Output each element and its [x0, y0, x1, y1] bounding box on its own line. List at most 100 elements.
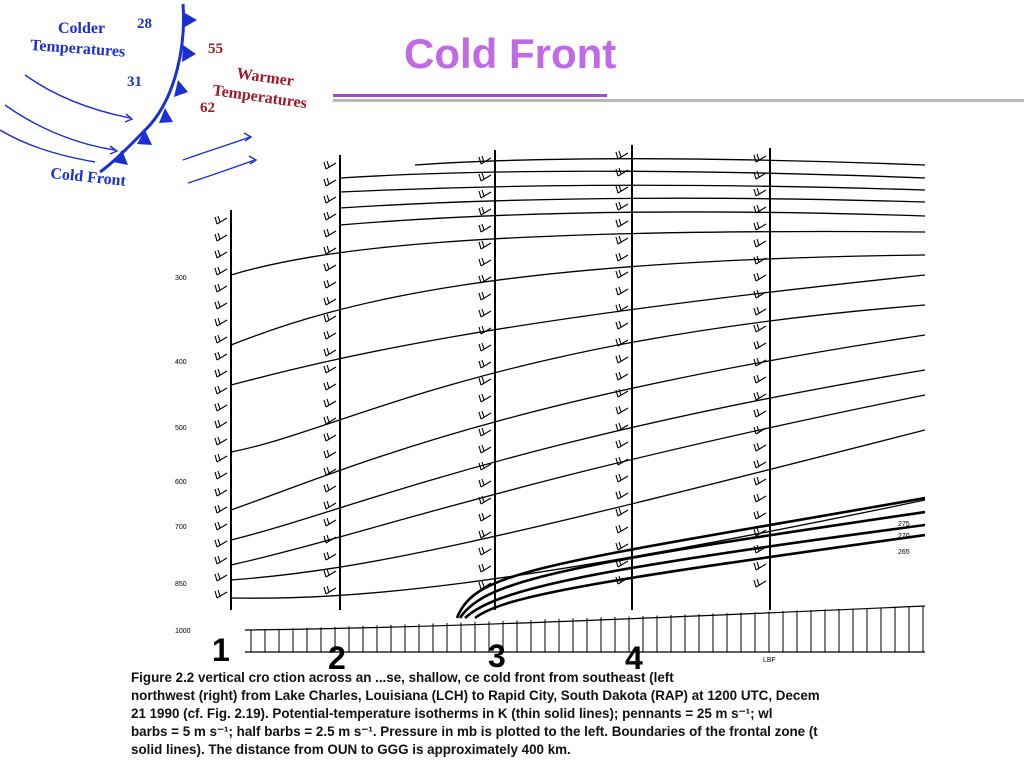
- wind-barb: [479, 547, 491, 555]
- wind-barb: [616, 406, 628, 414]
- wind-barb: [215, 403, 227, 411]
- wind-barb: [479, 530, 491, 538]
- wind-barb: [324, 212, 336, 220]
- wind-barb: [754, 443, 766, 451]
- wind-barb: [215, 505, 227, 513]
- wind-barb: [479, 445, 491, 453]
- isotherm-label: 265: [898, 549, 910, 556]
- wind-barb: [479, 190, 491, 198]
- wind-barb: [324, 331, 336, 339]
- wind-barb: [754, 460, 766, 468]
- wind-barb: [215, 488, 227, 496]
- wind-barb: [616, 372, 628, 380]
- warmer-temperatures-label: Temperatures: [211, 82, 308, 112]
- wind-barb: [324, 501, 336, 509]
- wind-barb: [754, 222, 766, 230]
- pressure-label: 850: [175, 581, 187, 588]
- wind-barb: [324, 365, 336, 373]
- wind-barb: [324, 552, 336, 560]
- wind-barb: [616, 508, 628, 516]
- cold-front-label: Cold Front: [50, 165, 128, 190]
- wind-barb: [215, 437, 227, 445]
- wind-barb: [616, 542, 628, 550]
- wind-barb: [479, 377, 491, 385]
- wind-barb: [215, 454, 227, 462]
- colder-temperatures-label: Temperatures: [30, 37, 126, 61]
- wind-barb: [754, 188, 766, 196]
- wind-barb: [754, 307, 766, 315]
- wind-barb: [215, 539, 227, 547]
- isotherm: [231, 232, 925, 275]
- wind-barb: [324, 450, 336, 458]
- wind-barb: [754, 579, 766, 587]
- wind-barb: [324, 569, 336, 577]
- isotherm: [231, 370, 925, 540]
- slide-title: Cold Front: [404, 30, 616, 78]
- pressure-label: 500: [175, 425, 187, 432]
- ground-surface: [245, 606, 925, 652]
- cold-air-arrows: [0, 75, 132, 162]
- pressure-label: 300: [175, 275, 187, 282]
- wind-barb: [324, 178, 336, 186]
- wind-barb: [754, 511, 766, 519]
- wind-barb: [616, 287, 628, 295]
- wind-barb: [616, 253, 628, 261]
- station-number-1: 1: [212, 632, 230, 669]
- wind-barb: [324, 586, 336, 594]
- wind-barb: [754, 562, 766, 570]
- wind-barb: [754, 239, 766, 247]
- wind-barb: [215, 471, 227, 479]
- terrain-surface: [245, 606, 925, 630]
- isotherm-label: 270: [898, 533, 910, 540]
- wind-barb: [324, 246, 336, 254]
- wind-barb: [215, 556, 227, 564]
- wind-barb: [616, 474, 628, 482]
- isotherm: [231, 305, 925, 452]
- isotherm-labels: 275270265: [898, 521, 910, 556]
- wind-barb: [754, 324, 766, 332]
- wind-barb: [616, 491, 628, 499]
- wind-barb: [616, 151, 628, 159]
- wind-barb: [479, 309, 491, 317]
- wind-barb: [754, 477, 766, 485]
- wind-barb: [479, 224, 491, 232]
- wind-barb: [479, 173, 491, 181]
- wind-barb: [616, 236, 628, 244]
- cross-section-diagram: 3004005006007008501000 275270265 LBF: [165, 140, 925, 665]
- wind-barb: [215, 284, 227, 292]
- wind-barb: [324, 195, 336, 203]
- wind-barb: [479, 258, 491, 266]
- wind-barb: [616, 440, 628, 448]
- wind-barb: [479, 428, 491, 436]
- wind-barb: [479, 513, 491, 521]
- wind-barb: [324, 518, 336, 526]
- wind-barb: [215, 590, 227, 598]
- warm-temp-62: 62: [200, 100, 215, 116]
- wind-barb: [215, 352, 227, 360]
- wind-barb: [215, 573, 227, 581]
- wind-barb: [324, 229, 336, 237]
- caption-line-3: 21 1990 (cf. Fig. 2.19). Potential-tempe…: [131, 705, 921, 723]
- title-divider-rule: [333, 99, 1024, 102]
- wind-barb: [215, 216, 227, 224]
- cold-temp-28: 28: [137, 16, 152, 32]
- pressure-axis: 300 400 500 600 700 850 1000: [175, 275, 191, 635]
- wind-barb: [324, 263, 336, 271]
- wind-barb: [616, 168, 628, 176]
- wind-barb: [324, 348, 336, 356]
- wind-barb: [754, 171, 766, 179]
- wind-barb: [324, 399, 336, 407]
- isotherm: [231, 335, 925, 510]
- pressure-label: 1000: [175, 628, 191, 635]
- wind-barb: [215, 250, 227, 258]
- wind-barb: [479, 292, 491, 300]
- wind-barb: [754, 375, 766, 383]
- wind-barb: [215, 522, 227, 530]
- wind-barb: [479, 411, 491, 419]
- wind-barb: [479, 343, 491, 351]
- cold-temp-31: 31: [127, 74, 142, 90]
- pressure-label: 600: [175, 479, 187, 486]
- wind-barb: [754, 409, 766, 417]
- wind-barb: [215, 420, 227, 428]
- wind-barb: [215, 267, 227, 275]
